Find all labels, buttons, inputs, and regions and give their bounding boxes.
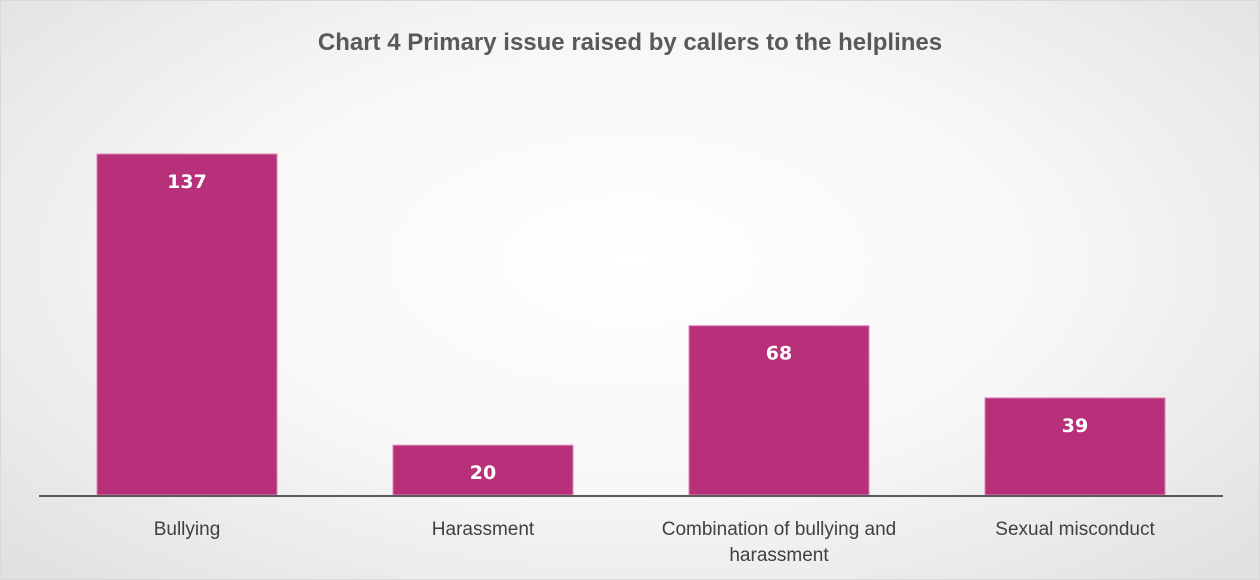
bar-3 <box>984 397 1166 496</box>
category-label-0: Bullying <box>154 519 221 540</box>
category-label-1: Harassment <box>432 519 535 540</box>
data-label-2: 68 <box>766 343 792 365</box>
bar-1 <box>392 444 574 496</box>
chart-title: Chart 4 Primary issue raised by callers … <box>317 29 943 56</box>
bar-2 <box>688 325 870 496</box>
data-label-1: 20 <box>470 462 496 484</box>
category-label-2: Combination of bullying and harassment <box>662 519 897 566</box>
data-label-0: 137 <box>167 171 207 193</box>
bar-0 <box>96 153 278 496</box>
category-label-3: Sexual misconduct <box>995 519 1155 540</box>
data-label-3: 39 <box>1062 415 1088 437</box>
